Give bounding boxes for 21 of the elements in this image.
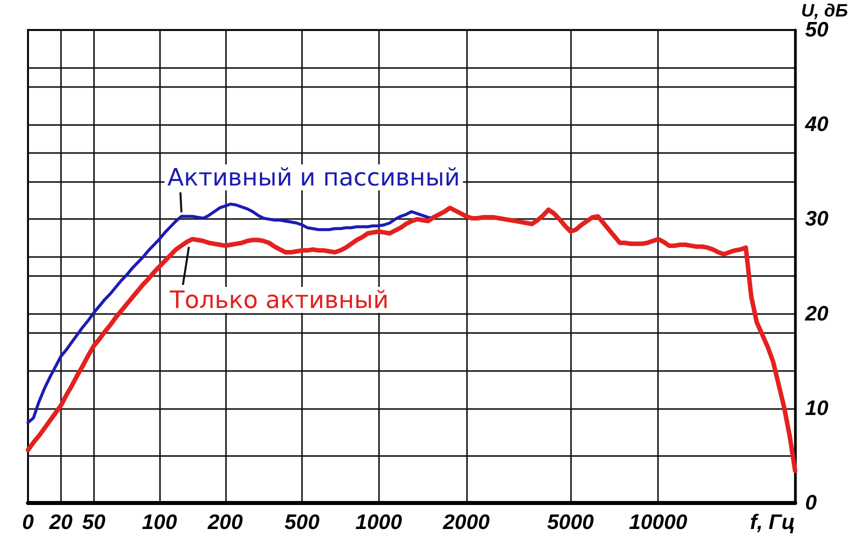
x-tick-label: 2000 xyxy=(442,511,490,534)
y-tick-label: 50 xyxy=(805,18,829,42)
y-tick-label: 40 xyxy=(804,113,829,136)
x-tick-label: 5000 xyxy=(547,511,594,534)
x-tick-label: 20 xyxy=(48,511,73,534)
x-tick-label: 500 xyxy=(284,511,320,534)
x-tick-label: 100 xyxy=(142,511,178,534)
y-tick-label: 30 xyxy=(805,208,829,231)
y-axis-title: U, дБ xyxy=(801,0,848,21)
y-tick-label: 0 xyxy=(805,492,818,514)
series-label: Только активный xyxy=(168,286,389,314)
series-label: Активный и пассивный xyxy=(167,163,460,192)
x-tick-label: 0 xyxy=(22,511,34,534)
x-axis-title: f, Гц xyxy=(750,511,796,534)
x-tick-label: 50 xyxy=(82,511,106,534)
x-tick-label: 200 xyxy=(206,511,244,534)
y-tick-label: 20 xyxy=(804,302,829,326)
x-tick-label: 10000 xyxy=(628,511,688,534)
x-tick-label: 1000 xyxy=(355,511,402,534)
line-series xyxy=(26,206,798,474)
y-tick-label: 10 xyxy=(805,396,829,420)
